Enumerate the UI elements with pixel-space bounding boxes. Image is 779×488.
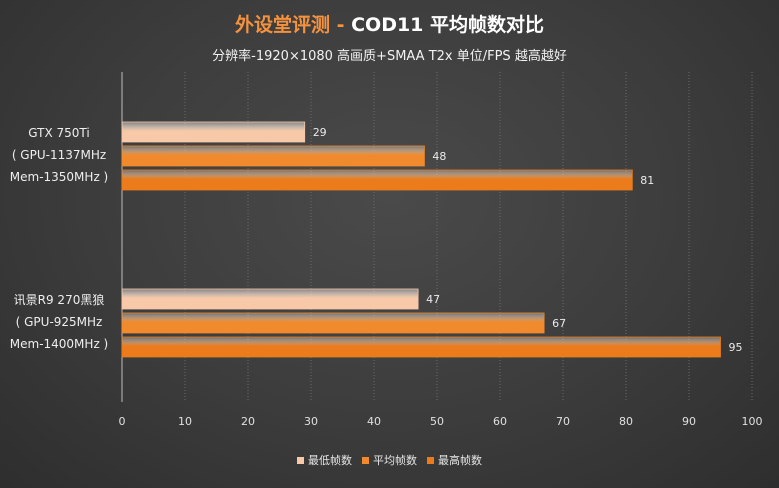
x-tick-label: 60 bbox=[493, 415, 507, 428]
bar-value-label: 81 bbox=[640, 174, 654, 187]
legend-item: 平均帧数 bbox=[362, 452, 417, 468]
category-label-line: ( GPU-1137MHz bbox=[11, 148, 107, 162]
x-tick-label: 20 bbox=[241, 415, 255, 428]
category-label-1: 讯景R9 270黑狼 ( GPU-925MHz Mem-1400MHz ) bbox=[0, 289, 118, 355]
bar-平均帧数-1 bbox=[121, 312, 545, 334]
legend-label: 平均帧数 bbox=[373, 454, 417, 467]
category-label-line: GTX 750Ti bbox=[28, 126, 90, 140]
category-label-line: 讯景R9 270黑狼 bbox=[13, 293, 105, 307]
chart-legend: 最低帧数 平均帧数 最高帧数 bbox=[0, 452, 779, 468]
x-tick-label: 30 bbox=[304, 415, 318, 428]
chart-title: 外设堂评测 - COD11 平均帧数对比 bbox=[0, 10, 779, 37]
bar-value-label: 47 bbox=[426, 293, 440, 306]
legend-label: 最低帧数 bbox=[308, 454, 352, 467]
legend-item: 最高帧数 bbox=[427, 452, 482, 468]
bar-value-label: 48 bbox=[432, 150, 446, 163]
title-separator: - bbox=[329, 14, 352, 36]
brand-name: 外设堂评测 bbox=[234, 14, 330, 36]
x-tick-label: 90 bbox=[682, 415, 696, 428]
bar-平均帧数-0 bbox=[121, 145, 425, 167]
x-tick-label: 50 bbox=[430, 415, 444, 428]
legend-swatch bbox=[362, 457, 369, 464]
bar-最高帧数-1 bbox=[121, 336, 721, 358]
legend-swatch bbox=[297, 457, 304, 464]
category-label-line: ( GPU-925MHz bbox=[15, 315, 103, 329]
legend-swatch bbox=[427, 457, 434, 464]
bar-最低帧数-0 bbox=[121, 121, 306, 143]
x-tick-label: 0 bbox=[119, 415, 126, 428]
legend-item: 最低帧数 bbox=[297, 452, 352, 468]
category-label-0: GTX 750Ti ( GPU-1137MHz Mem-1350MHz ) bbox=[0, 122, 118, 188]
x-tick-label: 100 bbox=[742, 415, 763, 428]
bar-value-label: 95 bbox=[729, 341, 743, 354]
x-tick-label: 80 bbox=[619, 415, 633, 428]
x-tick-label: 10 bbox=[178, 415, 192, 428]
bar-value-label: 29 bbox=[313, 126, 327, 139]
x-tick-label: 70 bbox=[556, 415, 570, 428]
x-tick-label: 40 bbox=[367, 415, 381, 428]
category-label-line: Mem-1400MHz ) bbox=[9, 337, 109, 351]
bar-最低帧数-1 bbox=[121, 288, 419, 310]
bar-最高帧数-0 bbox=[121, 169, 633, 191]
category-label-line: Mem-1350MHz ) bbox=[9, 170, 109, 184]
chart-title-text: COD11 平均帧数对比 bbox=[351, 14, 545, 36]
bar-value-label: 67 bbox=[552, 317, 566, 330]
legend-label: 最高帧数 bbox=[438, 454, 482, 467]
chart-subtitle: 分辨率-1920×1080 高画质+SMAA T2x 单位/FPS 越高越好 bbox=[212, 49, 567, 64]
